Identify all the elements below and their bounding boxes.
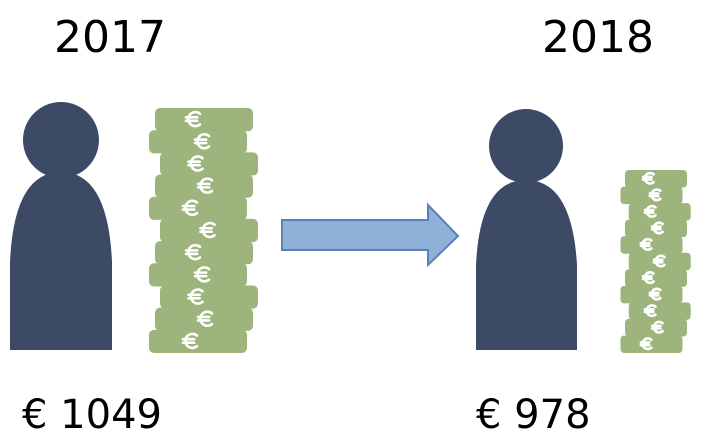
person-body <box>476 180 577 350</box>
person-body <box>10 172 112 350</box>
euro-icon <box>184 110 202 128</box>
coin-stack <box>149 108 258 353</box>
person-head <box>23 102 99 178</box>
coin <box>625 170 687 188</box>
coin <box>620 236 683 254</box>
euro-icon <box>181 199 199 217</box>
euro-icon <box>193 266 211 283</box>
euro-icon <box>643 204 657 218</box>
coin <box>620 335 683 353</box>
person-head <box>489 109 563 183</box>
coin <box>149 196 247 220</box>
coin <box>160 285 258 309</box>
euro-icon <box>199 221 216 239</box>
euro-icon <box>650 320 664 334</box>
euro-icon <box>184 243 202 261</box>
coin-stack <box>620 170 691 353</box>
coin <box>149 329 247 353</box>
person <box>476 109 577 350</box>
euro-icon <box>650 221 664 235</box>
euro-icon <box>196 310 214 327</box>
euro-icon <box>652 254 666 268</box>
coin <box>155 241 253 265</box>
coin <box>628 302 691 320</box>
year-label: 2017 <box>54 12 166 63</box>
euro-icon <box>639 237 653 251</box>
euro-icon <box>648 287 662 301</box>
euro-icon <box>187 288 204 305</box>
euro-icon <box>196 177 214 194</box>
year-label: 2018 <box>542 12 654 63</box>
coin <box>625 269 687 287</box>
arrow <box>281 202 460 268</box>
coin <box>628 203 691 221</box>
euro-icon <box>181 332 199 350</box>
euro-icon <box>641 271 655 285</box>
euro-icon <box>187 155 204 172</box>
euro-icon <box>639 337 653 351</box>
coin <box>160 152 258 176</box>
amount-label: € 1049 <box>22 392 162 438</box>
euro-icon <box>641 171 655 185</box>
coin <box>155 108 253 132</box>
amount-label: € 978 <box>476 392 591 438</box>
person <box>10 102 112 350</box>
euro-icon <box>643 304 657 318</box>
arrow-shape <box>281 202 460 268</box>
euro-icon <box>648 188 662 202</box>
euro-icon <box>193 133 211 150</box>
